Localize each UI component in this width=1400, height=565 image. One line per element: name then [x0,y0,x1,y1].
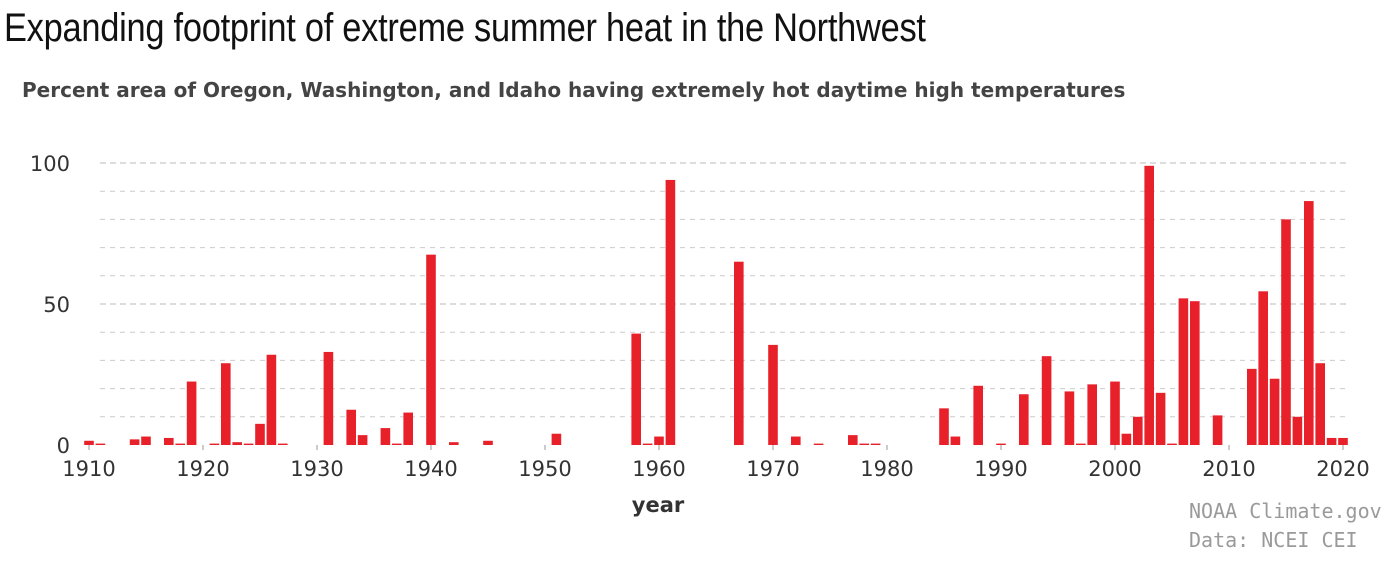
y-axis-ticks: 0 50 100 [30,152,70,458]
bar-2006 [1178,298,1189,445]
bar-1937 [392,443,402,445]
bar-1924 [243,443,254,445]
x-tick-label-2020: 2020 [1316,457,1369,481]
bar-1951 [551,433,562,445]
bar-2009 [1212,415,1223,445]
bar-2005 [1167,443,1177,445]
bar-2007 [1190,301,1200,445]
credit-data: Data: NCEI CEI [1189,528,1358,552]
bar-1933 [346,409,356,445]
bar-1942 [449,442,459,445]
bar-2015 [1281,219,1291,445]
x-tick-label-1920: 1920 [176,457,229,481]
bar-1911 [95,443,106,445]
bar-1919 [186,381,197,445]
y-tick-label-50: 50 [43,293,70,317]
x-axis-label: year [632,493,685,517]
bar-1961 [665,179,676,446]
bar-2019 [1326,437,1337,445]
x-axis-ticks: 1910 1920 1930 1940 1950 1960 1970 1980 1990 2000… [62,445,1370,481]
bar-1998 [1087,384,1097,445]
x-tick-label-1970: 1970 [746,457,799,481]
bar-2016 [1292,416,1303,445]
bar-1992 [1019,394,1029,445]
bar-2002 [1133,416,1143,445]
bar-1997 [1076,443,1086,445]
bar-1979 [870,443,881,445]
bar-1910 [84,440,94,445]
bar-1931 [323,351,334,445]
bar-1986 [950,436,961,445]
bar-2013 [1258,291,1268,445]
bar-1988 [973,385,983,445]
y-tick-label-0: 0 [57,434,70,458]
chart-subtitle: Percent area of Oregon, Washington, and … [22,78,1126,102]
bar-1927 [278,443,288,445]
bar-1934 [357,435,368,445]
bar-2004 [1155,392,1166,445]
bar-1922 [221,363,231,445]
bars [84,165,1348,446]
x-tick-label-1950: 1950 [518,457,571,481]
bar-1914 [129,439,140,445]
bar-1959 [642,443,653,445]
bar-2017 [1304,201,1314,445]
bar-1985 [939,408,949,445]
bar-1960 [654,436,664,445]
bar-1970 [768,344,778,445]
bar-1936 [380,428,391,445]
bar-1967 [734,261,744,445]
bar-1940 [426,254,436,445]
bar-1917 [164,437,174,445]
chart-title: Expanding footprint of extreme summer he… [4,6,926,50]
bar-1926 [266,354,277,445]
bar-1923 [232,442,242,445]
x-tick-label-1940: 1940 [404,457,457,481]
bar-1958 [631,333,641,445]
bar-1915 [141,436,151,445]
x-tick-label-1990: 1990 [974,457,1027,481]
x-tick-label-1930: 1930 [290,457,343,481]
bar-1974 [813,443,824,445]
bar-2003 [1144,165,1154,445]
bar-1938 [403,412,413,445]
bar-1972 [791,436,801,445]
x-tick-label-1980: 1980 [860,457,913,481]
bar-2020 [1338,437,1348,445]
bar-1945 [483,440,493,445]
x-tick-label-2010: 2010 [1202,457,1255,481]
bar-2018 [1315,363,1325,445]
bar-1977 [848,435,858,445]
x-tick-label-1910: 1910 [62,457,115,481]
x-tick-label-2000: 2000 [1088,457,1141,481]
bar-1996 [1064,391,1075,445]
bar-2014 [1269,378,1280,445]
bar-1978 [859,443,869,445]
credit-source: NOAA Climate.gov [1189,499,1382,523]
bar-1921 [209,443,220,445]
bar-2001 [1121,433,1132,445]
bar-1990 [996,443,1006,445]
bar-1925 [255,423,265,445]
y-tick-label-100: 100 [30,152,70,176]
bar-2000 [1110,381,1120,445]
gridlines [100,162,1346,418]
bar-2012 [1247,368,1257,445]
bar-1994 [1041,356,1052,445]
x-tick-label-1960: 1960 [632,457,685,481]
bar-1918 [175,443,185,445]
